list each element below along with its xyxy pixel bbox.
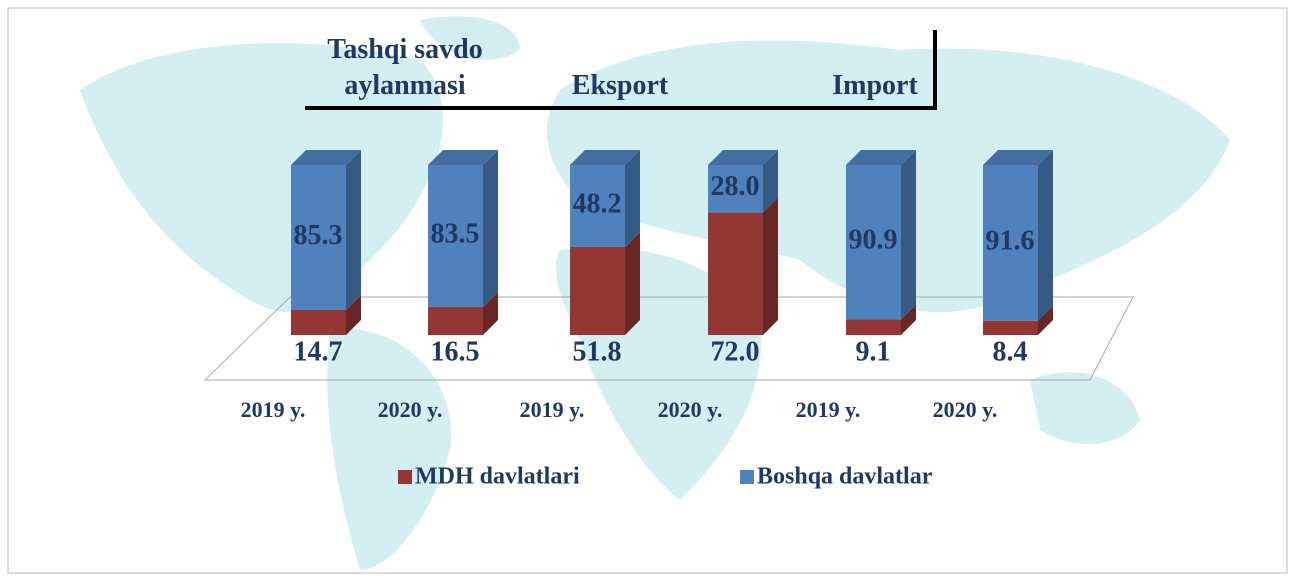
bar-segment	[291, 165, 346, 311]
data-label: 48.2	[573, 188, 622, 219]
bar-top	[570, 150, 640, 165]
bar-segment	[846, 165, 901, 320]
bar-side	[483, 150, 498, 307]
bar-side	[346, 150, 361, 311]
bar-side	[1038, 150, 1053, 321]
x-tick-label: 2020 y.	[378, 397, 443, 422]
group-label: Import	[832, 70, 918, 101]
data-label: 14.7	[294, 336, 343, 367]
data-label: 51.8	[573, 336, 622, 367]
bar-segment	[428, 306, 483, 335]
bar-side	[1038, 305, 1053, 335]
data-label: 16.5	[431, 336, 480, 367]
bar-segment	[708, 165, 763, 213]
data-label: 72.0	[711, 336, 760, 367]
bar-side	[901, 304, 916, 335]
bar-top	[846, 150, 916, 165]
bar-side	[483, 291, 498, 335]
legend-swatch	[398, 470, 412, 484]
bar-top	[983, 150, 1053, 165]
group-label: Tashqi savdo aylanmasi	[327, 34, 483, 101]
bar-top	[708, 150, 778, 165]
x-tick-label: 2019 y.	[796, 397, 861, 422]
bar-segment	[428, 165, 483, 307]
bar-side	[763, 197, 778, 335]
data-label: 9.1	[856, 336, 891, 367]
bar-side	[763, 150, 778, 213]
bar-segment	[291, 310, 346, 335]
data-label: 28.0	[711, 171, 760, 202]
data-label: 91.6	[986, 225, 1035, 256]
x-tick-label: 2020 y.	[658, 397, 723, 422]
data-label: 85.3	[294, 220, 343, 251]
bar-segment	[983, 165, 1038, 321]
legend-label: Boshqa davlatlar	[757, 464, 933, 490]
data-label: 90.9	[849, 225, 898, 256]
bar-side	[901, 150, 916, 320]
legend-label: MDH davlatlari	[415, 464, 580, 490]
data-label: 8.4	[993, 336, 1028, 367]
bar-side	[346, 295, 361, 335]
floor	[203, 296, 1134, 381]
bar-side	[625, 150, 640, 247]
x-tick-label: 2019 y.	[241, 397, 306, 422]
bar-segment	[708, 212, 763, 335]
bar-segment	[846, 319, 901, 335]
x-tick-label: 2020 y.	[933, 397, 998, 422]
bar-side	[625, 231, 640, 335]
legend-swatch	[740, 470, 754, 484]
group-label: Eksport	[571, 70, 669, 101]
bar-top	[291, 150, 361, 165]
x-tick-label: 2019 y.	[520, 397, 585, 422]
data-label: 83.5	[431, 218, 480, 249]
bar-segment	[570, 165, 625, 247]
bar-top	[428, 150, 498, 165]
bar-segment	[570, 246, 625, 335]
group-bracket	[305, 30, 937, 110]
bar-segment	[983, 320, 1038, 335]
